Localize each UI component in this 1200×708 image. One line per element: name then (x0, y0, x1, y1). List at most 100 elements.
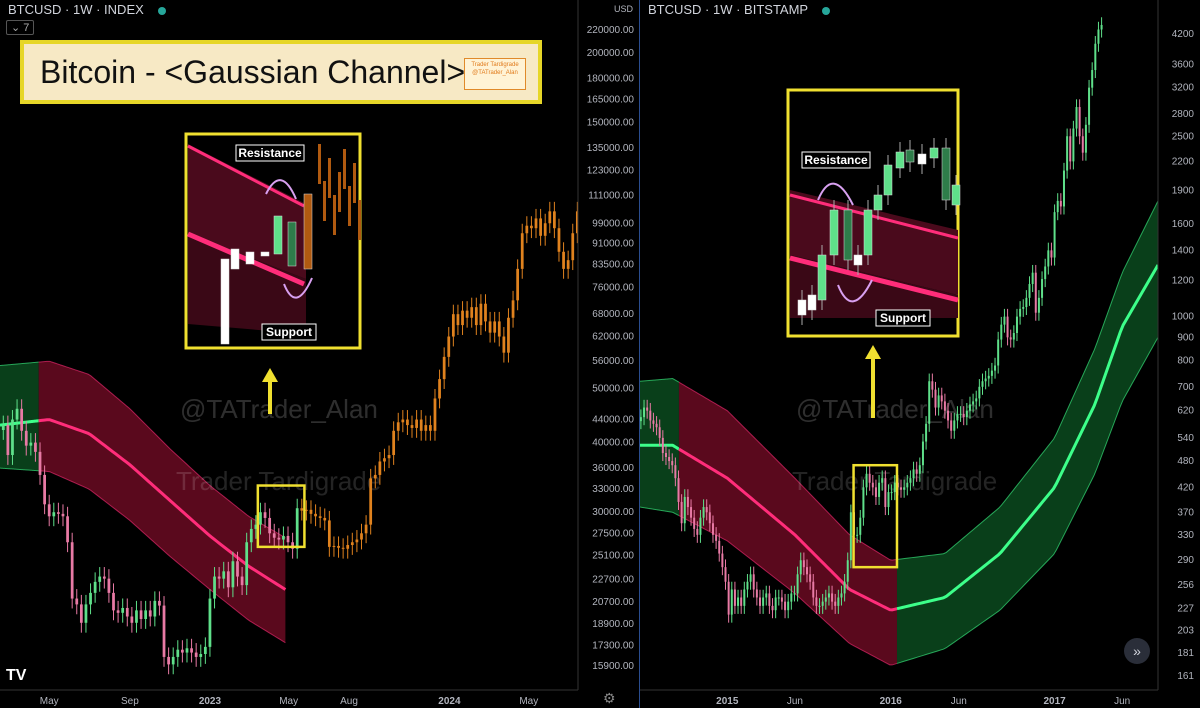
resistance-label: Resistance (804, 153, 868, 167)
candle-body (1047, 250, 1050, 267)
candle-body (282, 535, 285, 540)
left-price-chart[interactable]: @TATrader_Alan Trader Tardigrade USD 220000… (0, 0, 640, 708)
price-tick-label: 161 (1177, 671, 1194, 682)
candle-body (849, 512, 852, 561)
candle-body (507, 317, 510, 353)
inset-candle (245, 251, 255, 265)
indicator-count: 7 (23, 22, 30, 34)
candle-body (263, 512, 267, 518)
candle-body (884, 478, 887, 508)
candle-body (520, 233, 524, 269)
candle-body (802, 560, 805, 568)
resistance-label-box (235, 144, 305, 162)
candle-body (135, 610, 138, 623)
inset-candle-orange (323, 181, 326, 221)
price-tick-label: 20700.00 (592, 597, 634, 608)
candle-body (194, 652, 198, 657)
candle-body (1034, 272, 1037, 313)
candle-body (392, 430, 396, 456)
candle-body (953, 420, 956, 431)
price-tick-label: 50000.00 (592, 384, 634, 395)
candle-body (148, 610, 152, 617)
candle-body (93, 581, 97, 593)
price-tick-label: 2800 (1172, 109, 1195, 120)
candle-body (410, 425, 414, 428)
price-tick-label: 18900.00 (592, 619, 634, 630)
candle-body (1078, 107, 1081, 137)
candle-body (758, 597, 761, 606)
candle-body (130, 616, 134, 623)
candle-body (943, 401, 946, 411)
support-label-box (875, 309, 931, 327)
candle-body (918, 465, 921, 474)
candle-body (799, 560, 802, 575)
candle-body (429, 425, 432, 431)
candle-body (438, 379, 441, 399)
candle-body (787, 601, 790, 611)
candle-body (66, 516, 69, 543)
candle-body (727, 581, 730, 615)
inset-candle (917, 153, 927, 165)
candle-body (38, 451, 42, 475)
inset-channel-band-lower (188, 234, 306, 334)
inset-candle-orange (348, 186, 351, 226)
candle-body (314, 513, 317, 517)
time-tick-label: 2023 (199, 696, 222, 707)
candle-body (433, 398, 437, 431)
candle-body (240, 576, 244, 586)
candle-body (1012, 333, 1015, 340)
candle-body (20, 408, 24, 431)
price-tick-label: 1600 (1172, 219, 1195, 230)
right-symbol-label: BTCUSD · 1W · BITSTAMP (648, 2, 809, 17)
candle-body (419, 419, 423, 431)
inset-candle (941, 147, 951, 201)
candle-body (643, 407, 646, 418)
candle-body (222, 571, 226, 579)
candle-body (774, 597, 777, 611)
price-tick-label: 36000.00 (592, 463, 634, 474)
time-tick-label: 2015 (716, 696, 739, 707)
candle-body (1000, 324, 1003, 340)
price-tick-label: 4200 (1172, 29, 1195, 40)
price-tick-label: 99000.00 (592, 218, 634, 229)
candle-body (387, 455, 391, 459)
time-tick-label: 2024 (438, 696, 461, 707)
right-chart-panel[interactable]: @TATrader_Alan Trader Tardigrade 4200 3600 3… (640, 0, 1200, 708)
candle-body (29, 442, 33, 446)
candle-body (562, 251, 565, 269)
price-tick-label: 165000.00 (587, 95, 635, 106)
right-symbol-header[interactable]: BTCUSD · 1W · BITSTAMP (648, 2, 831, 17)
inset-candle (905, 149, 915, 163)
indicator-count-badge[interactable]: ⌄ 7 (6, 20, 35, 35)
currency-label: USD (614, 4, 634, 14)
channel-upper-line-2 (896, 200, 1159, 560)
candle-body (502, 336, 506, 353)
candle-body (655, 423, 658, 428)
candle-body (696, 528, 699, 535)
candle-body (456, 314, 460, 326)
candle-body (318, 516, 322, 518)
candle-body (217, 576, 221, 579)
candle-body (268, 517, 272, 534)
candle-body (777, 597, 780, 599)
candle-body (956, 413, 959, 421)
candle-body (1044, 266, 1047, 280)
double-chevron-right-icon[interactable]: » (1124, 638, 1150, 664)
candle-body (226, 571, 230, 588)
left-chart-panel[interactable]: @TATrader_Alan Trader Tardigrade USD 220000… (0, 0, 640, 708)
candle-body (548, 211, 552, 224)
candle-body (1097, 29, 1100, 44)
price-tick-label: 2200 (1172, 156, 1195, 167)
candle-body (834, 601, 837, 606)
channel-mid-line-0 (0, 419, 39, 427)
inset-resistance-line (789, 193, 959, 240)
candle-body (743, 589, 746, 606)
candle-body (383, 458, 386, 462)
gear-icon[interactable]: ⚙ (603, 690, 616, 706)
candle-body (733, 589, 736, 606)
left-symbol-header[interactable]: BTCUSD · 1W · INDEX (8, 2, 166, 17)
candle-body (900, 487, 903, 490)
candle-body (539, 218, 542, 236)
candle-body (295, 508, 299, 549)
